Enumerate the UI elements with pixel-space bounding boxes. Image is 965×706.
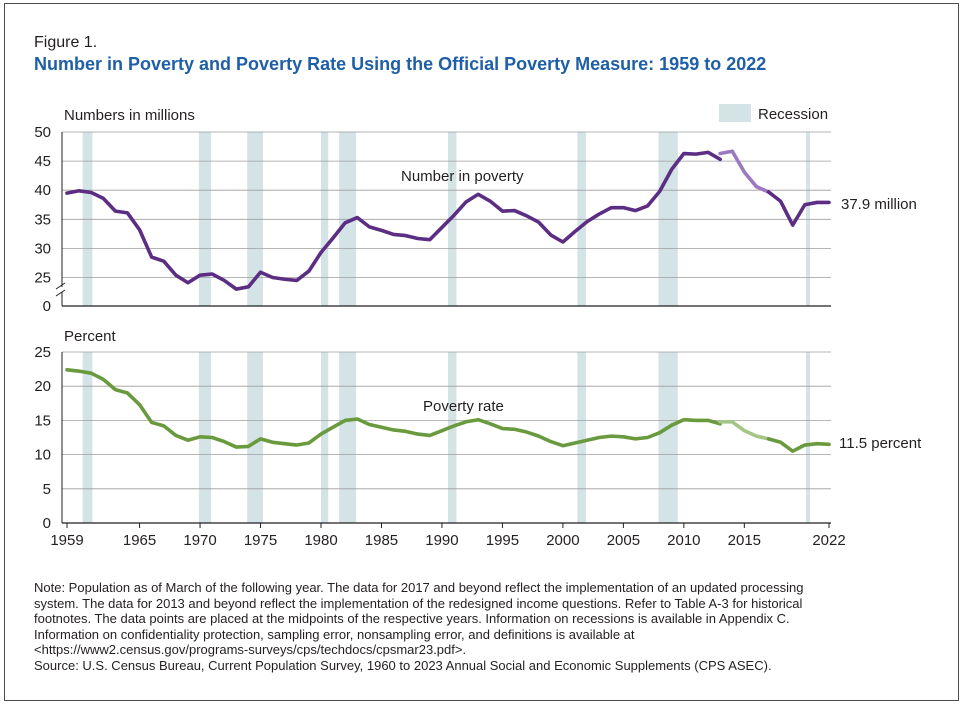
series-line-top-dark bbox=[65, 150, 722, 291]
y-tick-label: 0 bbox=[43, 515, 51, 532]
note-line: Information on confidentiality protectio… bbox=[34, 626, 635, 642]
series-line-top-dark bbox=[766, 190, 831, 227]
figure-notes: Note: Population as of March of the foll… bbox=[34, 580, 934, 673]
x-tick-label: 2010 bbox=[667, 532, 700, 549]
top-end-label: 37.9 million bbox=[841, 196, 917, 213]
figure-frame bbox=[4, 3, 959, 701]
recession-band bbox=[448, 352, 457, 523]
recession-band bbox=[247, 352, 263, 523]
axes: 0 25 30 35 40 45 50 0 5 10 15 20 25 1959 1965 1970 1975 1… bbox=[34, 124, 845, 549]
recession-band bbox=[577, 352, 586, 523]
x-tick-label: 1985 bbox=[365, 532, 398, 549]
recession-band bbox=[339, 352, 357, 523]
recession-band bbox=[321, 352, 329, 523]
y-tick-label: 20 bbox=[34, 378, 51, 395]
y-tick-label: 10 bbox=[34, 447, 51, 464]
series-lines bbox=[65, 149, 831, 453]
x-tick-label: 2022 bbox=[812, 532, 845, 549]
series-line-top-light bbox=[718, 149, 771, 194]
axis-break-mark bbox=[55, 282, 66, 290]
legend-label-recession: Recession bbox=[758, 106, 828, 123]
x-tick-label: 1995 bbox=[486, 532, 519, 549]
y-tick-label: 30 bbox=[34, 240, 51, 257]
x-tick-label: 1970 bbox=[183, 532, 216, 549]
y-tick-label: 5 bbox=[43, 481, 51, 498]
top-series-label: Number in poverty bbox=[401, 168, 524, 185]
y-tick-label: 45 bbox=[34, 153, 51, 170]
y-tick-label: 25 bbox=[34, 344, 51, 361]
x-tick-label: 1965 bbox=[123, 532, 156, 549]
note-line: footnotes. The data points are placed at… bbox=[34, 611, 790, 626]
y-tick-label: 25 bbox=[34, 270, 51, 287]
x-tick-label: 2000 bbox=[546, 532, 579, 549]
x-tick-label: 2005 bbox=[607, 532, 640, 549]
bottom-end-label: 11.5 percent bbox=[839, 435, 922, 452]
bottom-ylabel: Percent bbox=[64, 328, 117, 345]
top-ylabel: Numbers in millions bbox=[64, 107, 195, 124]
recession-bands bbox=[82, 132, 811, 523]
y-tick-label: 15 bbox=[34, 412, 51, 429]
x-tick-label: 1975 bbox=[244, 532, 277, 549]
x-tick-label: 1959 bbox=[50, 532, 83, 549]
recession-band bbox=[806, 352, 811, 523]
chart-labels: Recession Numbers in millions Number in … bbox=[64, 104, 922, 452]
x-tick-label: 2015 bbox=[728, 532, 761, 549]
axis-break-mark bbox=[55, 289, 66, 297]
recession-band bbox=[82, 352, 93, 523]
y-tick-label: 35 bbox=[34, 211, 51, 228]
series-line-bottom-light bbox=[718, 419, 771, 441]
figure-title: Number in Poverty and Poverty Rate Using… bbox=[34, 54, 767, 74]
note-line: <https://www2.census.gov/programs-survey… bbox=[34, 642, 467, 657]
recession-band bbox=[658, 352, 678, 523]
note-source: Source: U.S. Census Bureau, Current Popu… bbox=[34, 657, 772, 673]
series-line-bottom-dark bbox=[766, 437, 831, 453]
x-tick-label: 1990 bbox=[425, 532, 458, 549]
gridlines bbox=[62, 131, 831, 524]
axis-break-gap bbox=[54, 287, 70, 292]
series-line-bottom-dark bbox=[65, 367, 722, 449]
y-tick-label: 0 bbox=[43, 298, 51, 315]
legend-swatch-recession bbox=[719, 104, 751, 122]
note-line: Note: Population as of March of the foll… bbox=[34, 580, 804, 595]
x-tick-label: 1980 bbox=[304, 532, 337, 549]
note-line: system. The data for 2013 and beyond ref… bbox=[34, 595, 803, 611]
y-tick-label: 40 bbox=[34, 182, 51, 199]
y-tick-label: 50 bbox=[34, 124, 51, 141]
bottom-series-label: Poverty rate bbox=[423, 398, 504, 415]
figure-label: Figure 1. bbox=[34, 34, 98, 51]
